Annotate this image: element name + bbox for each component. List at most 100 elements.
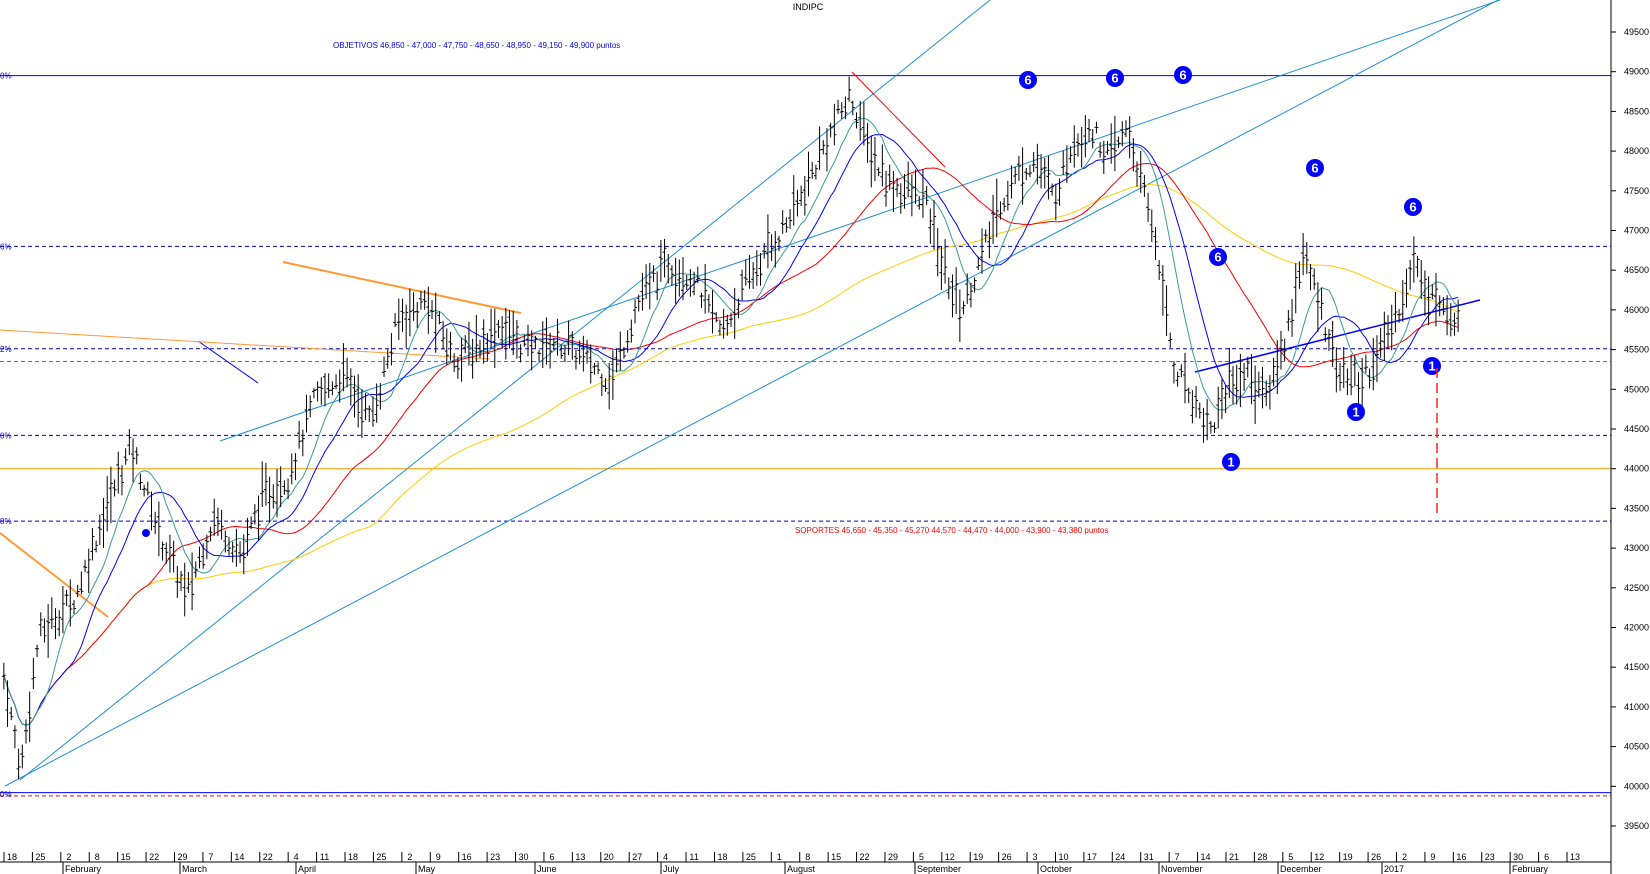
x-tick-label: 22 (860, 852, 870, 862)
x-tick-label: 27 (632, 852, 642, 862)
wave-markers: 6 6 6 6 6 6 1 1 1 (142, 66, 1441, 537)
month-label: December (1280, 864, 1322, 874)
y-tick-label: 41500 (1624, 662, 1649, 672)
price-bars (1, 76, 1461, 780)
month-label: July (663, 864, 680, 874)
x-tick-label: 8 (95, 852, 100, 862)
month-label: October (1040, 864, 1072, 874)
x-tick-label: 16 (462, 852, 472, 862)
y-tick-label: 48500 (1624, 106, 1649, 116)
x-tick-label: 28 (1257, 852, 1267, 862)
moving-average-line (3, 117, 1459, 726)
fib-labels: 0% 6% 2% 0% 8% 0% (0, 72, 12, 800)
x-tick-label: 2 (1402, 852, 1407, 862)
downtrend-line-orange (0, 532, 109, 618)
x-tick-label: 19 (1343, 852, 1353, 862)
y-tick-label: 42000 (1624, 623, 1649, 633)
x-tick-label: 18 (717, 852, 727, 862)
fib-level-label: 8% (0, 517, 12, 526)
x-tick-label: 17 (1087, 852, 1097, 862)
channel-lower-line (4, 0, 1499, 787)
x-tick-label: 15 (121, 852, 131, 862)
soportes-annotation: SOPORTES 45,650 - 45,350 - 45,270 44,570… (795, 526, 1108, 535)
x-tick-label: 12 (1314, 852, 1324, 862)
x-tick-label: 19 (973, 852, 983, 862)
month-label: May (418, 864, 436, 874)
wave-marker-label: 6 (1311, 161, 1318, 176)
month-label: November (1161, 864, 1203, 874)
wave-marker (1222, 453, 1240, 471)
x-tick-label: 30 (1513, 852, 1523, 862)
x-tick-label: 11 (320, 852, 329, 862)
x-tick-label: 18 (7, 852, 17, 862)
x-tick-label: 26 (1371, 852, 1381, 862)
x-tick-label: 23 (490, 852, 500, 862)
x-tick-label: 22 (149, 852, 159, 862)
month-label: April (298, 864, 316, 874)
x-tick-label: 23 (1485, 852, 1495, 862)
x-tick-label: 14 (1201, 852, 1211, 862)
wave-marker (142, 529, 150, 537)
x-tick-label: 25 (376, 852, 386, 862)
x-tick-label: 25 (746, 852, 756, 862)
minor-trend-line (197, 340, 259, 384)
chart-title: INDIPC (793, 2, 824, 12)
month-label: June (537, 864, 557, 874)
y-tick-label: 49000 (1624, 67, 1649, 77)
wave-marker-label: 6 (1409, 200, 1416, 215)
x-tick-label: 2 (407, 852, 412, 862)
month-label: February (1512, 864, 1549, 874)
y-tick-label: 43000 (1624, 543, 1649, 553)
x-tick-label: 4 (663, 852, 668, 862)
x-tick-label: 24 (1115, 852, 1125, 862)
channel-upper-line (19, 0, 991, 781)
x-tick-label: 30 (519, 852, 529, 862)
wave-marker (1404, 198, 1422, 216)
x-tick-label: 29 (888, 852, 898, 862)
wave-marker-label: 1 (1227, 455, 1234, 470)
x-tick-label: 4 (294, 852, 299, 862)
y-tick-label: 46000 (1624, 305, 1649, 315)
fib-level-label: 6% (0, 242, 12, 251)
fib-level-label: 0% (0, 790, 12, 799)
downtrend-line-red (851, 71, 946, 168)
x-tick-label: 7 (208, 852, 213, 862)
x-tick-label: 13 (1570, 852, 1580, 862)
moving-average-line (3, 184, 1459, 726)
support-trend-line-orange (0, 329, 491, 360)
x-tick-label: 14 (234, 852, 244, 862)
x-tick-label: 9 (1430, 852, 1435, 862)
resistance-trend-line (282, 261, 522, 314)
horizontal-levels (0, 75, 1611, 797)
x-tick-label: 5 (919, 852, 924, 862)
wave-marker (1347, 403, 1365, 421)
x-tick-label: 31 (1144, 852, 1154, 862)
y-tick-label: 47000 (1624, 226, 1649, 236)
x-tick-label: 8 (805, 852, 810, 862)
month-label: February (65, 864, 102, 874)
month-label: August (787, 864, 816, 874)
y-tick-label: 44500 (1624, 424, 1649, 434)
fib-level-label: 0% (0, 72, 12, 81)
x-tick-label: 20 (604, 852, 614, 862)
wave-marker-label: 1 (1428, 359, 1435, 374)
month-label: 2017 (1384, 864, 1404, 874)
wave-marker-label: 6 (1214, 250, 1221, 265)
wave-marker (1306, 159, 1324, 177)
x-tick-label: 21 (1229, 852, 1239, 862)
x-tick-label: 7 (1175, 852, 1180, 862)
fib-level-label: 2% (0, 345, 12, 354)
y-tick-label: 41000 (1624, 702, 1649, 712)
wave-marker (1209, 248, 1227, 266)
x-tick-label: 29 (178, 852, 188, 862)
x-tick-label: 1 (777, 852, 782, 862)
x-tick-label: 26 (1002, 852, 1012, 862)
y-tick-label: 46500 (1624, 265, 1649, 275)
x-tick-label: 6 (1544, 852, 1549, 862)
y-tick-label: 40500 (1624, 742, 1649, 752)
x-tick-label: 25 (35, 852, 45, 862)
y-tick-label: 48000 (1624, 146, 1649, 156)
month-label: March (182, 864, 207, 874)
y-tick-label: 44000 (1624, 464, 1649, 474)
